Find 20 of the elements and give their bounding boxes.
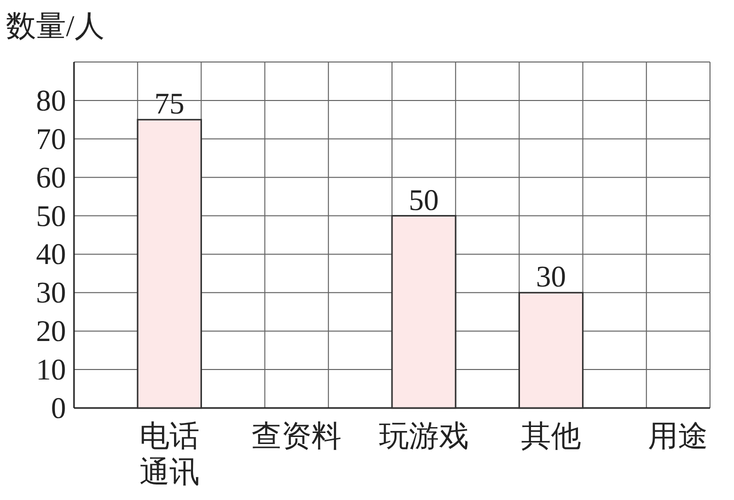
bar xyxy=(518,292,584,409)
x-tick-label: 其他 xyxy=(521,420,581,453)
y-tick-label: 20 xyxy=(36,315,66,348)
x-axis-title: 用途 xyxy=(648,420,708,453)
data-label: 30 xyxy=(536,260,566,294)
y-tick-label: 70 xyxy=(36,122,66,156)
x-tick-label: 玩游戏 xyxy=(378,420,469,453)
y-axis-title: 数量/人 xyxy=(6,10,104,43)
y-tick-label: 50 xyxy=(36,200,66,233)
y-tick-label: 30 xyxy=(36,276,66,310)
y-tick-label: 0 xyxy=(51,392,66,425)
data-label: 50 xyxy=(408,184,439,217)
bar xyxy=(136,118,202,409)
y-tick-label: 40 xyxy=(36,238,66,272)
x-tick-label: 电话通讯 xyxy=(139,420,200,489)
y-tick-label: 60 xyxy=(36,161,66,194)
y-tick-label: 80 xyxy=(36,84,66,118)
x-tick-label: 查资料 xyxy=(252,420,342,453)
y-tick-label: 10 xyxy=(36,354,66,387)
bar xyxy=(391,215,456,409)
